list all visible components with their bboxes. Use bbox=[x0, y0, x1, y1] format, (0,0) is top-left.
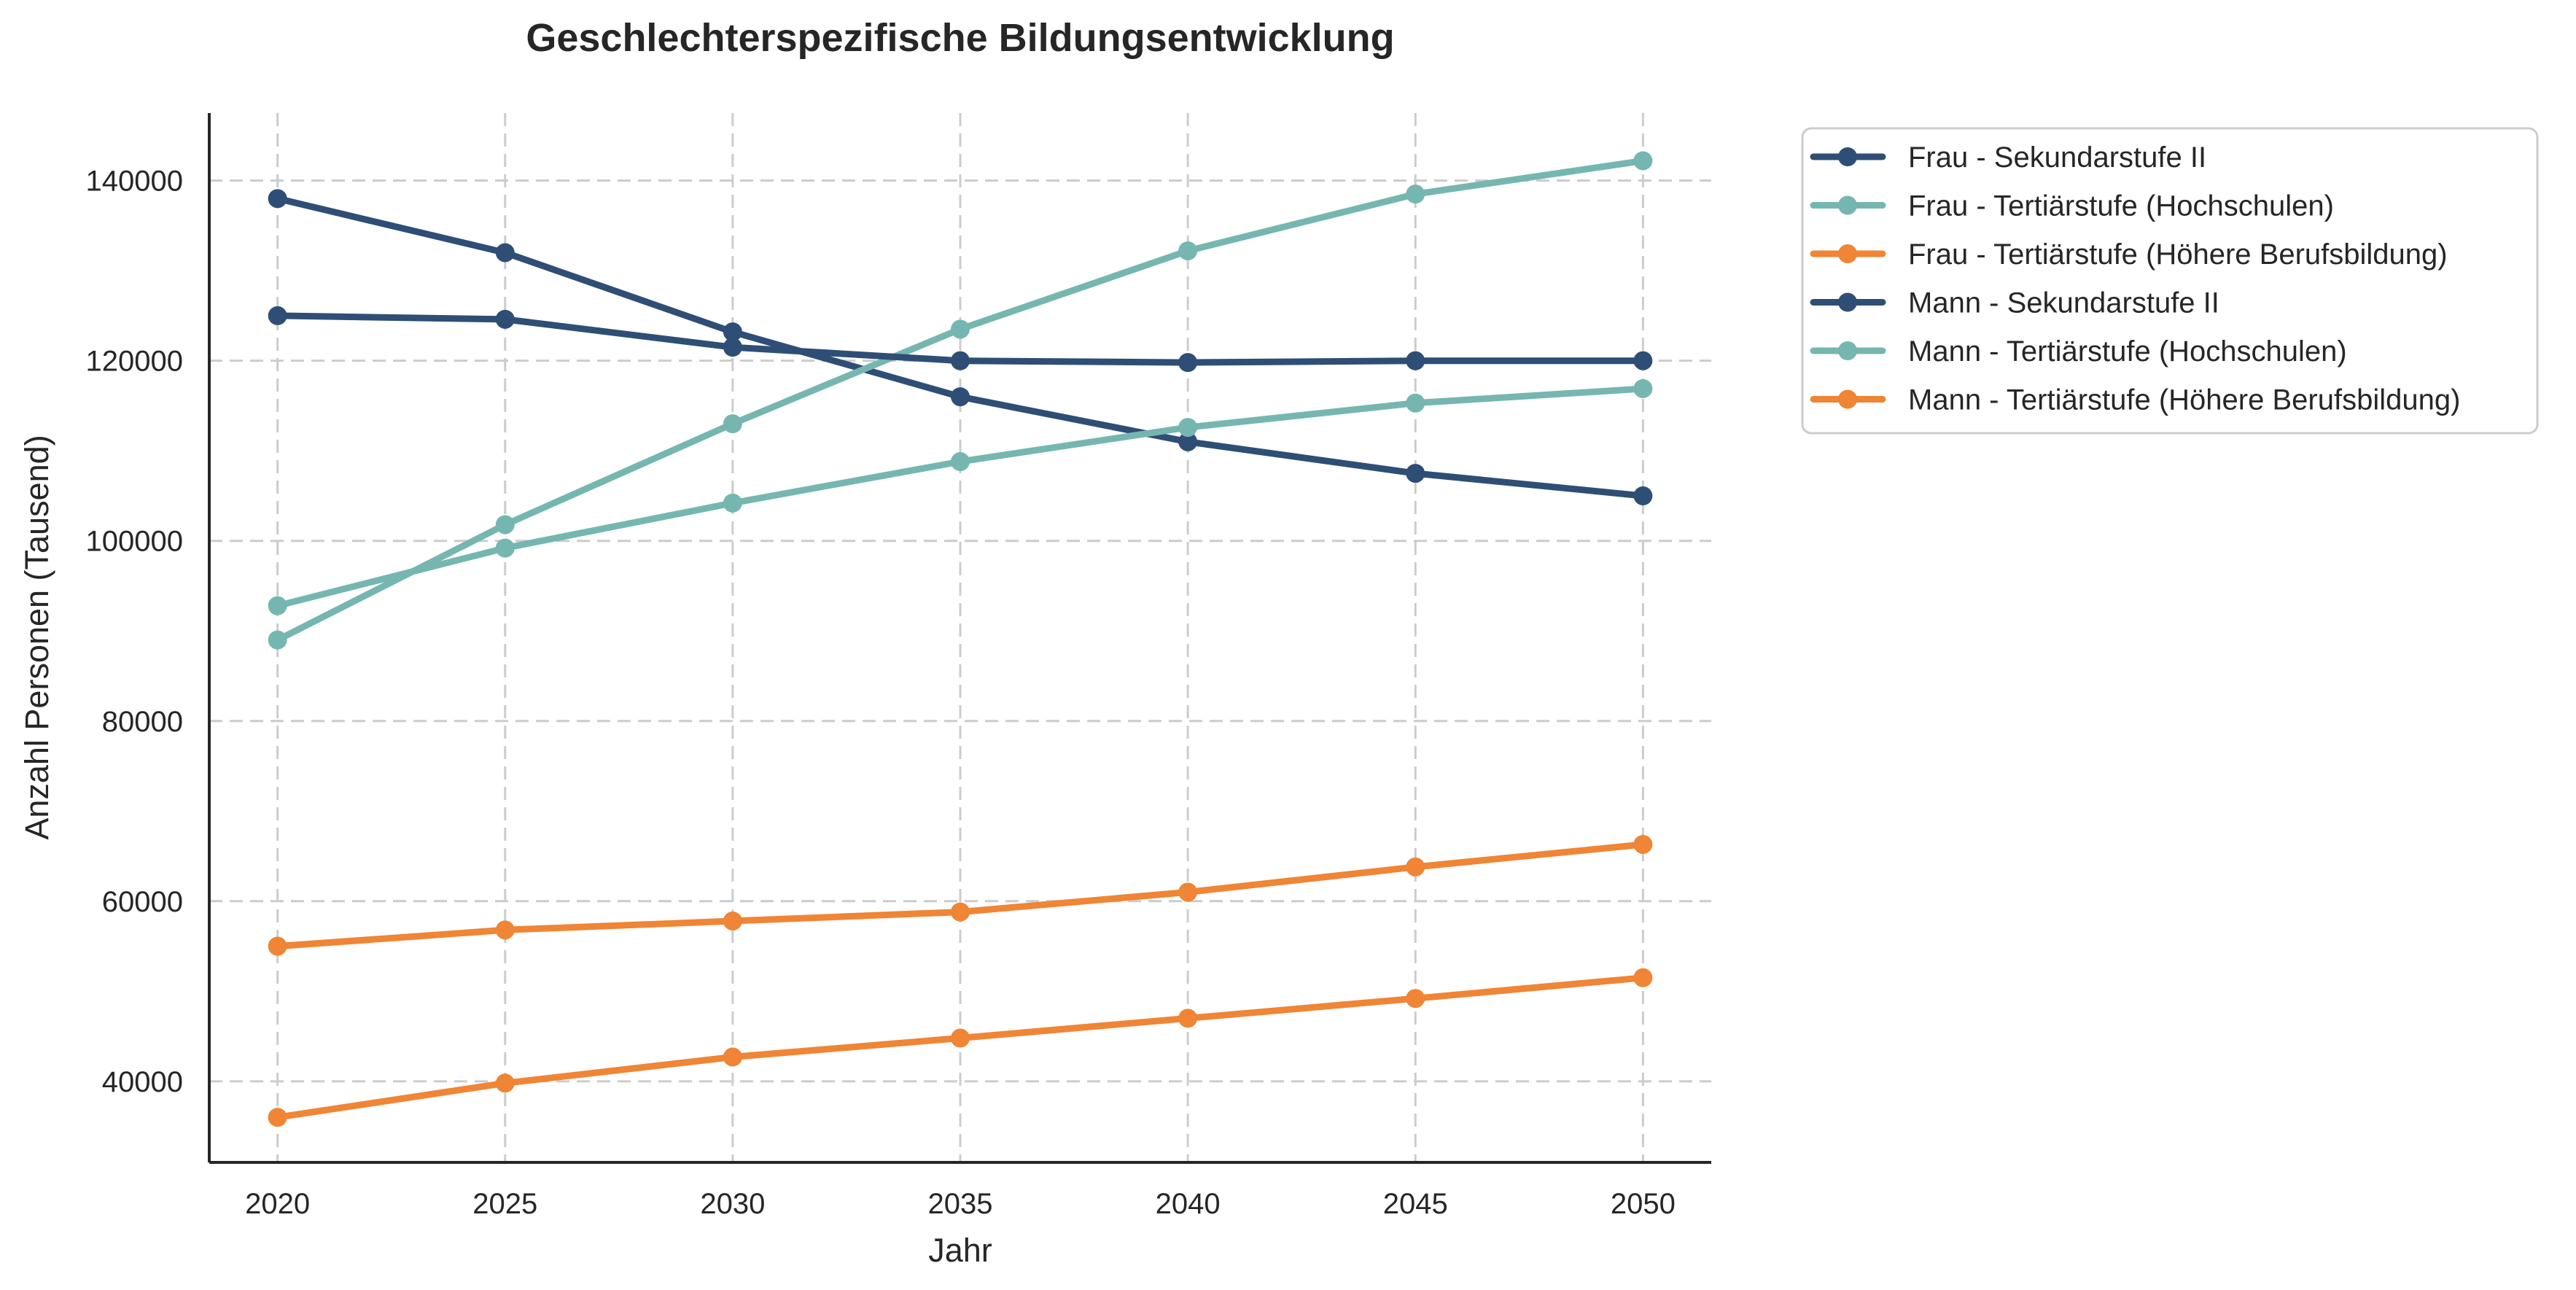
y-axis-label: Anzahl Personen (Tausend) bbox=[18, 435, 55, 839]
data-point bbox=[1633, 378, 1653, 398]
data-point bbox=[951, 902, 970, 922]
x-tick-label: 2045 bbox=[1383, 1188, 1448, 1220]
legend-item: Mann - Sekundarstufe II bbox=[1810, 287, 2219, 319]
data-point bbox=[268, 596, 287, 615]
data-point bbox=[495, 920, 515, 940]
data-point bbox=[1178, 353, 1198, 373]
legend-label: Mann - Sekundarstufe II bbox=[1908, 287, 2219, 319]
data-point bbox=[495, 243, 515, 263]
data-point bbox=[723, 322, 742, 342]
series-5 bbox=[268, 378, 1653, 615]
legend-swatch-marker bbox=[1838, 147, 1857, 166]
data-point bbox=[1633, 968, 1653, 987]
axes bbox=[208, 113, 1711, 1164]
data-point bbox=[951, 351, 970, 370]
data-point bbox=[1633, 834, 1653, 854]
data-point bbox=[268, 1108, 287, 1127]
series-3 bbox=[268, 834, 1653, 956]
data-point bbox=[1406, 351, 1425, 370]
data-point bbox=[1406, 464, 1425, 483]
data-point bbox=[1406, 989, 1425, 1009]
data-point bbox=[951, 452, 970, 472]
x-tick-label: 2040 bbox=[1156, 1188, 1221, 1220]
x-tick-label: 2050 bbox=[1611, 1188, 1676, 1220]
data-point bbox=[268, 936, 287, 956]
data-point bbox=[268, 306, 287, 325]
legend-label: Mann - Tertiärstufe (Höhere Berufsbildun… bbox=[1908, 384, 2460, 416]
grid bbox=[209, 113, 1711, 1162]
series-2 bbox=[268, 151, 1653, 650]
data-point bbox=[268, 189, 287, 209]
data-point bbox=[495, 538, 515, 558]
data-point bbox=[1178, 432, 1198, 451]
data-point bbox=[495, 309, 515, 329]
legend-swatch-marker bbox=[1838, 292, 1857, 312]
legend-label: Frau - Sekundarstufe II bbox=[1908, 141, 2206, 174]
x-tick-label: 2035 bbox=[928, 1188, 993, 1220]
x-tick-label: 2025 bbox=[472, 1188, 537, 1220]
legend-swatch-marker bbox=[1838, 389, 1857, 409]
data-point bbox=[1178, 1009, 1198, 1028]
x-tick-labels: 2020 2025 2030 2035 2040 2045 2050 bbox=[245, 1188, 1676, 1220]
data-point bbox=[723, 414, 742, 434]
data-point bbox=[723, 338, 742, 357]
series-1 bbox=[268, 189, 1653, 505]
data-point bbox=[951, 1028, 970, 1048]
legend: Frau - Sekundarstufe II Frau - Tertiärstu… bbox=[1801, 127, 2539, 435]
data-point bbox=[951, 319, 970, 339]
chart-title: Geschlechterspezifische Bildungsentwickl… bbox=[526, 16, 1394, 60]
data-point bbox=[723, 911, 742, 930]
legend-swatch-marker bbox=[1838, 195, 1857, 215]
y-tick-labels: 40000 60000 80000 100000 120000 140000 bbox=[86, 166, 183, 1098]
data-point bbox=[1406, 184, 1425, 204]
y-tick-label: 40000 bbox=[102, 1066, 183, 1098]
legend-item: Frau - Tertiärstufe (Hochschulen) bbox=[1810, 190, 2334, 222]
data-point bbox=[495, 515, 515, 535]
legend-swatch-marker bbox=[1838, 341, 1857, 360]
data-point bbox=[1406, 393, 1425, 413]
data-point bbox=[1633, 151, 1653, 171]
legend-item: Frau - Tertiärstufe (Höhere Berufsbildun… bbox=[1810, 238, 2448, 271]
data-point bbox=[1406, 857, 1425, 877]
data-point bbox=[1633, 486, 1653, 505]
data-point bbox=[1178, 241, 1198, 260]
series-4 bbox=[268, 306, 1653, 373]
data-point bbox=[723, 1047, 742, 1067]
legend-label: Frau - Tertiärstufe (Hochschulen) bbox=[1908, 190, 2334, 222]
y-tick-label: 120000 bbox=[86, 346, 183, 378]
y-tick-label: 60000 bbox=[102, 886, 183, 918]
x-tick-label: 2030 bbox=[700, 1188, 765, 1220]
data-point bbox=[495, 1073, 515, 1093]
legend-item: Mann - Tertiärstufe (Höhere Berufsbildun… bbox=[1810, 384, 2460, 416]
x-tick-label: 2020 bbox=[245, 1188, 310, 1220]
legend-label: Frau - Tertiärstufe (Höhere Berufsbildun… bbox=[1908, 238, 2448, 271]
legend-swatch-marker bbox=[1838, 244, 1857, 263]
data-point bbox=[268, 630, 287, 650]
y-tick-label: 100000 bbox=[86, 526, 183, 558]
data-series bbox=[268, 151, 1653, 1127]
series-6 bbox=[268, 968, 1653, 1127]
legend-item: Frau - Sekundarstufe II bbox=[1810, 141, 2206, 174]
legend-label: Mann - Tertiärstufe (Hochschulen) bbox=[1908, 335, 2347, 368]
data-point bbox=[1633, 351, 1653, 370]
data-point bbox=[951, 387, 970, 407]
data-point bbox=[1178, 882, 1198, 902]
data-point bbox=[723, 493, 742, 513]
x-axis-label: Jahr bbox=[928, 1232, 992, 1269]
y-tick-label: 140000 bbox=[86, 166, 183, 198]
data-point bbox=[1178, 418, 1198, 438]
y-tick-label: 80000 bbox=[102, 706, 183, 738]
legend-item: Mann - Tertiärstufe (Hochschulen) bbox=[1810, 335, 2347, 368]
legend-frame bbox=[1801, 127, 2539, 435]
